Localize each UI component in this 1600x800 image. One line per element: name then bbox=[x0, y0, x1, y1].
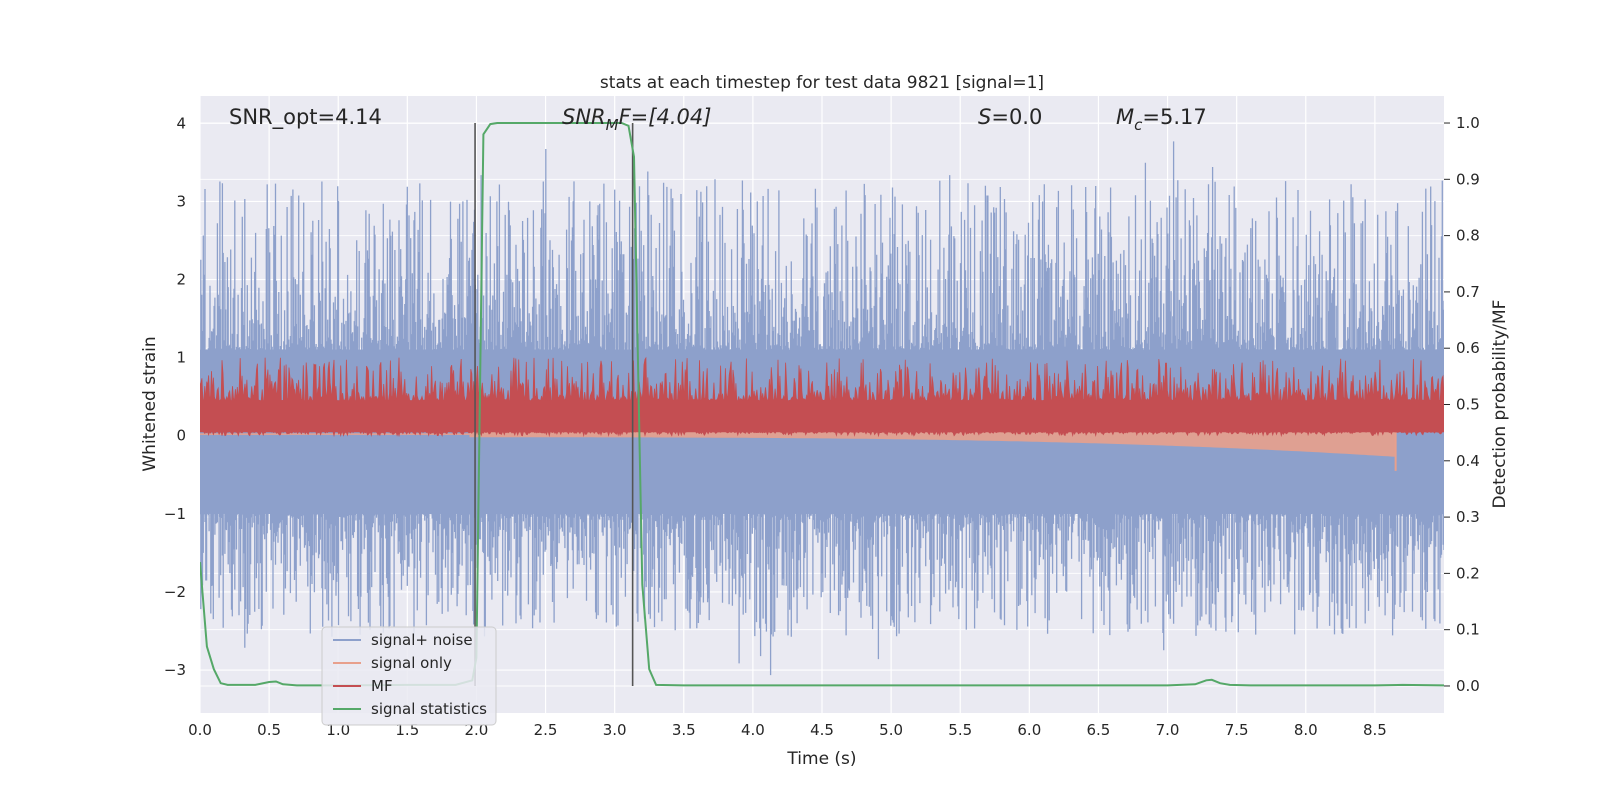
series-mf bbox=[200, 356, 1444, 438]
right-y-tick-label: 0.9 bbox=[1456, 170, 1480, 188]
y-tick-label: −2 bbox=[164, 583, 186, 601]
annotation-s-rest: =0.0 bbox=[991, 105, 1042, 129]
legend: signal+ noise signal only MF signal stat… bbox=[321, 626, 497, 726]
right-y-tick-label: 0.0 bbox=[1456, 677, 1480, 695]
y-tick-labels: 4 3 2 1 0 −1 −2 −3 bbox=[164, 114, 186, 679]
right-y-tick-label: 0.8 bbox=[1456, 227, 1480, 245]
legend-frame bbox=[321, 626, 497, 726]
legend-label-mf: MF bbox=[371, 677, 393, 695]
y-tick-label: 0 bbox=[176, 427, 186, 445]
right-y-tick-label: 1.0 bbox=[1456, 114, 1480, 132]
y-tick-label: 4 bbox=[176, 114, 186, 132]
right-y-tick-label: 0.3 bbox=[1456, 508, 1480, 526]
legend-label-signal-statistics: signal statistics bbox=[371, 700, 487, 718]
annotation-snr-mf-rest: F=[4.04] bbox=[619, 105, 712, 129]
chart-title: stats at each timestep for test data 982… bbox=[600, 73, 1044, 93]
right-y-tick-labels: 1.0 0.9 0.8 0.7 0.6 0.5 0.4 0.3 0.2 0.1 0.0 bbox=[1444, 114, 1480, 695]
signal-statistics-line bbox=[200, 122, 1444, 687]
legend-label-signal-noise: signal+ noise bbox=[371, 631, 473, 649]
x-tick-label: 0.5 bbox=[257, 721, 281, 739]
y-tick-label: 3 bbox=[176, 192, 186, 210]
x-tick-label: 6.5 bbox=[1087, 721, 1111, 739]
x-axis-label: Time (s) bbox=[786, 749, 856, 769]
annotation-mc-var: M bbox=[1116, 105, 1134, 129]
legend-label-signal-only: signal only bbox=[371, 654, 452, 672]
annotation-snr-mf-sub: M bbox=[606, 116, 619, 134]
x-tick-label: 4.0 bbox=[741, 721, 765, 739]
annotation-snr-opt: SNR_opt=4.14 bbox=[229, 105, 382, 130]
x-tick-label: 3.0 bbox=[603, 721, 627, 739]
x-tick-label: 8.5 bbox=[1363, 721, 1387, 739]
x-tick-label: 8.0 bbox=[1294, 721, 1318, 739]
x-tick-label: 5.5 bbox=[948, 721, 972, 739]
vertical-markers bbox=[474, 123, 634, 686]
x-tick-label: 0.0 bbox=[188, 721, 212, 739]
y-axis-label: Whitened strain bbox=[140, 336, 160, 471]
right-y-tick-label: 0.1 bbox=[1456, 621, 1480, 639]
annotation-mc-rest: =5.17 bbox=[1142, 105, 1206, 129]
right-y-tick-label: 0.7 bbox=[1456, 283, 1480, 301]
y-tick-label: 1 bbox=[176, 349, 186, 367]
annotation-snr-mf-base: SNR bbox=[562, 105, 606, 129]
x-tick-label: 4.5 bbox=[810, 721, 834, 739]
annotation-s: S=0.0 bbox=[978, 105, 1042, 129]
y-tick-label: −3 bbox=[164, 661, 186, 679]
x-tick-label: 5.0 bbox=[879, 721, 903, 739]
annotation-mc-sub: c bbox=[1134, 116, 1143, 134]
x-tick-label: 7.0 bbox=[1156, 721, 1180, 739]
annotation-snr-mf: SNRMF=[4.04] bbox=[562, 105, 711, 134]
series-signal-statistics bbox=[200, 122, 1444, 687]
annotation-mc: Mc=5.17 bbox=[1116, 105, 1207, 134]
right-y-axis-label: Detection probability/MF bbox=[1490, 300, 1510, 509]
y-tick-label: 2 bbox=[176, 271, 186, 289]
right-y-tick-label: 0.4 bbox=[1456, 452, 1480, 470]
right-y-tick-label: 0.2 bbox=[1456, 564, 1480, 582]
x-tick-label: 3.5 bbox=[672, 721, 696, 739]
annotation-s-var: S bbox=[978, 105, 991, 129]
right-y-tick-label: 0.5 bbox=[1456, 396, 1480, 414]
y-tick-label: −1 bbox=[164, 505, 186, 523]
x-tick-label: 7.5 bbox=[1225, 721, 1249, 739]
mf-band bbox=[200, 356, 1444, 438]
x-tick-label: 2.5 bbox=[534, 721, 558, 739]
x-tick-label: 6.0 bbox=[1017, 721, 1041, 739]
right-y-tick-label: 0.6 bbox=[1456, 339, 1480, 357]
